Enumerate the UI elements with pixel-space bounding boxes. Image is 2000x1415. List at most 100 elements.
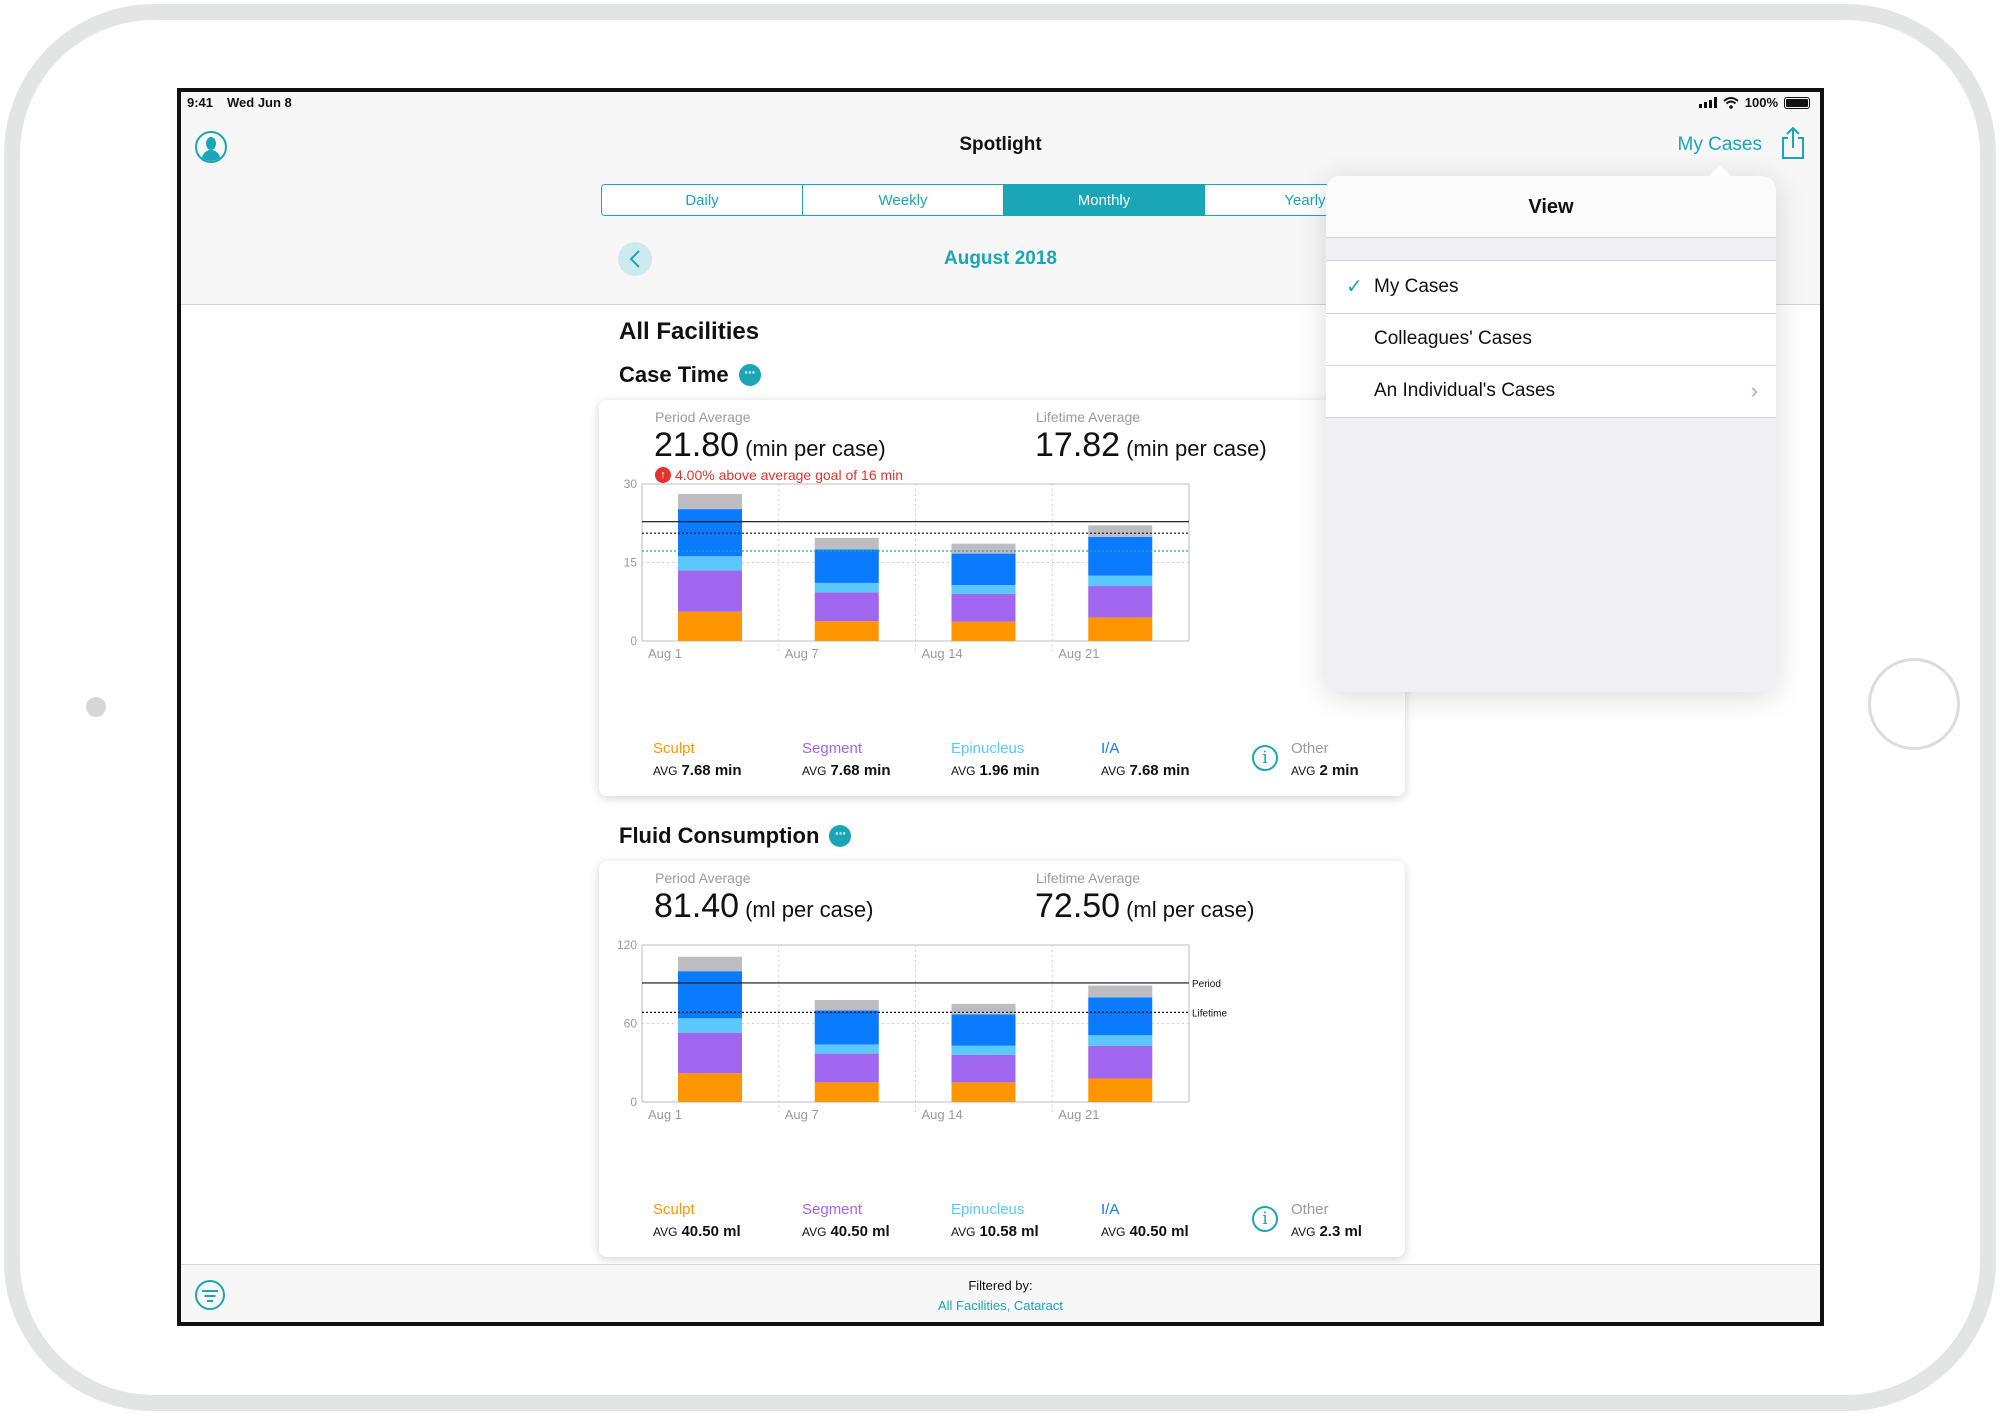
- profile-avatar-button[interactable]: [195, 131, 227, 163]
- legend-other: Other AVG 2 min: [1291, 740, 1359, 779]
- goal-warning: ↑ 4.00% above average goal of 16 min: [655, 467, 903, 483]
- bar-segment-epinucleus: [1088, 575, 1153, 587]
- bar-segment-sculpt: [814, 1082, 879, 1102]
- bar-segment-sculpt: [951, 1082, 1016, 1102]
- popover-arrow: [1708, 165, 1732, 177]
- filter-title: Filtered by:: [968, 1278, 1033, 1293]
- bar-segment-ia: [951, 553, 1016, 586]
- legend-ia: I/A AVG 7.68 min: [1101, 740, 1190, 779]
- x-tick-label: Aug 14: [922, 646, 963, 661]
- bar-segment-epinucleus: [1088, 1035, 1153, 1046]
- bar-segment-ia: [678, 971, 742, 1019]
- bar-segment-ia: [1088, 536, 1153, 576]
- popover-list: ✓ My Cases Colleagues' Cases An Individu…: [1326, 260, 1776, 418]
- period-average-label: Period Average: [655, 870, 751, 886]
- period-average-value: 81.40 (ml per case): [654, 887, 874, 925]
- x-tick-label: Aug 1: [648, 646, 682, 661]
- segment-weekly[interactable]: Weekly: [803, 185, 1004, 215]
- screen: 9:41 Wed Jun 8 100% Spotlight My Cases D…: [177, 88, 1824, 1326]
- view-option-my-cases[interactable]: ✓ My Cases: [1326, 261, 1776, 313]
- bar-segment-segment: [1088, 1045, 1153, 1079]
- period-average-value: 21.80 (min per case): [654, 426, 886, 464]
- bar-segment-other: [951, 1003, 1016, 1015]
- wifi-icon: [1723, 96, 1739, 109]
- more-icon[interactable]: ···: [738, 364, 761, 386]
- legend-segment: Segment AVG 40.50 ml: [802, 1201, 890, 1240]
- segment-daily[interactable]: Daily: [602, 185, 803, 215]
- bar-segment-epinucleus: [814, 1044, 879, 1054]
- legend-ia: I/A AVG 40.50 ml: [1101, 1201, 1189, 1240]
- case-time-title: Case Time: [619, 362, 729, 387]
- bar-segment-epinucleus: [814, 582, 879, 593]
- lifetime-average-label: Lifetime Average: [1036, 409, 1141, 425]
- x-tick-label: Aug 7: [785, 1107, 819, 1122]
- y-tick-label: 0: [630, 1095, 637, 1109]
- home-button[interactable]: [1868, 658, 1960, 750]
- bar-segment-other: [814, 537, 879, 550]
- view-selector-button[interactable]: My Cases: [1677, 134, 1762, 155]
- fluid-heading: Fluid Consumption ···: [619, 823, 852, 849]
- bar-segment-segment: [678, 570, 742, 612]
- y-tick-label: 0: [630, 634, 637, 648]
- fluid-card: Period Average 81.40 (ml per case) Lifeti…: [599, 861, 1405, 1257]
- bar-segment-ia: [1088, 997, 1153, 1036]
- more-icon[interactable]: ···: [829, 825, 852, 847]
- bar-segment-other: [1088, 525, 1153, 537]
- bar-segment-other: [814, 999, 879, 1011]
- bar-segment-sculpt: [678, 1073, 742, 1102]
- bar-segment-epinucleus: [678, 556, 742, 571]
- filter-icon[interactable]: [195, 1280, 225, 1310]
- camera-dot: [86, 697, 106, 717]
- status-date: Wed Jun 8: [227, 95, 292, 110]
- reference-line-label: Lifetime: [1192, 1008, 1227, 1019]
- filter-value-link[interactable]: All Facilities, Cataract: [938, 1298, 1063, 1313]
- case-time-card: Period Average 21.80 (min per case) Lifet…: [599, 400, 1405, 796]
- bar-segment-ia: [814, 549, 879, 583]
- page-title: Spotlight: [959, 134, 1042, 155]
- bar-segment-segment: [951, 593, 1016, 622]
- bar-segment-segment: [814, 592, 879, 622]
- y-tick-label: 15: [624, 556, 638, 570]
- filter-bar: Filtered by: All Facilities, Cataract: [181, 1264, 1820, 1322]
- bar-segment-epinucleus: [951, 1045, 1016, 1055]
- bar-segment-other: [678, 493, 742, 510]
- bar-segment-sculpt: [814, 621, 879, 641]
- lifetime-average-value: 72.50 (ml per case): [1035, 887, 1255, 925]
- y-tick-label: 120: [617, 938, 637, 952]
- info-icon[interactable]: i: [1252, 745, 1278, 771]
- period-segmented-control: Daily Weekly Monthly Yearly: [601, 184, 1406, 216]
- facility-title: All Facilities: [619, 318, 760, 345]
- view-option-colleagues-cases[interactable]: Colleagues' Cases: [1326, 313, 1776, 365]
- fluid-chart: 0 60 120 Aug 1 Aug 7 Aug 14 Aug 21 Period Lifeti…: [617, 938, 1227, 1122]
- bar-segment-other: [678, 956, 742, 972]
- x-tick-label: Aug 7: [785, 646, 819, 661]
- battery-icon: [1784, 96, 1810, 109]
- x-tick-label: Aug 21: [1058, 646, 1099, 661]
- previous-period-button[interactable]: [618, 242, 652, 276]
- legend-segment: Segment AVG 7.68 min: [802, 740, 891, 779]
- chevron-right-icon: ›: [1750, 378, 1758, 403]
- case-time-chart: 0 15 30 Aug 1 Aug 7 Aug 14 Aug 21: [624, 477, 1190, 661]
- case-time-heading: Case Time ···: [619, 362, 761, 388]
- fluid-legend: Sculpt AVG 40.50 ml Segment AVG 40.50 ml Epi…: [653, 1201, 1393, 1241]
- case-time-legend: Sculpt AVG 7.68 min Segment AVG 7.68 min Epi…: [653, 740, 1393, 780]
- bar-segment-epinucleus: [678, 1018, 742, 1033]
- lifetime-average-value: 17.82 (min per case): [1035, 426, 1267, 464]
- battery-percent: 100%: [1744, 95, 1778, 110]
- period-label: August 2018: [944, 248, 1057, 269]
- legend-other: Other AVG 2.3 ml: [1291, 1201, 1362, 1240]
- legend-sculpt: Sculpt AVG 40.50 ml: [653, 1201, 741, 1240]
- bar-segment-segment: [951, 1054, 1016, 1083]
- share-icon[interactable]: [1780, 126, 1806, 160]
- view-popover: View ✓ My Cases Colleagues' Cases An Ind…: [1326, 165, 1776, 692]
- lifetime-average-label: Lifetime Average: [1036, 870, 1141, 886]
- y-tick-label: 60: [624, 1017, 638, 1031]
- info-icon[interactable]: i: [1252, 1206, 1278, 1232]
- view-option-individual-cases[interactable]: An Individual's Cases ›: [1326, 365, 1776, 417]
- status-bar: 9:41 Wed Jun 8 100%: [181, 92, 1820, 114]
- bar-segment-segment: [814, 1053, 879, 1083]
- period-average-label: Period Average: [655, 409, 751, 425]
- bar-segment-other: [951, 543, 1016, 554]
- arrow-up-icon: ↑: [655, 467, 671, 483]
- segment-monthly[interactable]: Monthly: [1004, 185, 1205, 215]
